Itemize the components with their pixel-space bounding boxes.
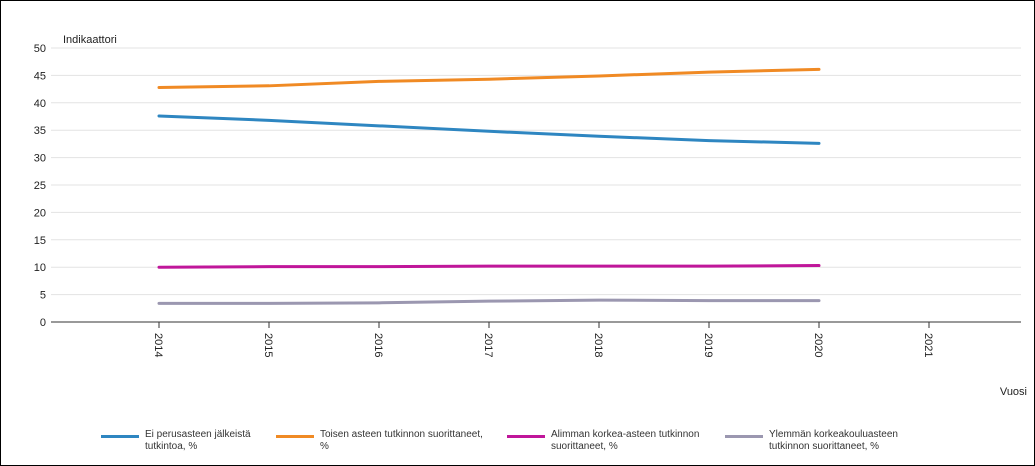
legend-item: Ylemmän korkeakouluasteen tutkinnon suor…: [725, 429, 898, 453]
x-tick-label: 2014: [152, 333, 164, 357]
legend-swatch: [101, 435, 139, 438]
x-tick-label: 2019: [702, 333, 714, 357]
legend-label: Ei perusasteen jälkeistä tutkintoa, %: [145, 429, 251, 452]
x-tick-label: 2020: [812, 333, 824, 357]
y-tick-label: 5: [40, 290, 46, 302]
y-tick-label: 0: [40, 317, 46, 329]
series-line: [157, 67, 821, 89]
y-tick-label: 25: [34, 180, 46, 192]
legend-item: Toisen asteen tutkinnon suorittaneet, %: [276, 429, 483, 453]
legend-item: Alimman korkea-asteen tutkinnon suoritta…: [507, 429, 699, 453]
gridlines: [51, 47, 1021, 296]
y-tick-label: 20: [34, 207, 46, 219]
y-tick-label: 35: [34, 125, 46, 137]
legend-label: Ylemmän korkeakouluasteen tutkinnon suor…: [769, 429, 898, 452]
x-tick-label: 2018: [592, 333, 604, 357]
y-tick-label: 50: [34, 43, 46, 55]
y-axis-label: Indikaattori: [63, 34, 117, 46]
legend-item: Ei perusasteen jälkeistä tutkintoa, %: [101, 429, 251, 453]
x-tick-label: 2017: [482, 333, 494, 357]
y-tick-label: 40: [34, 98, 46, 110]
legend-swatch: [276, 435, 314, 438]
legend-swatch: [507, 435, 545, 438]
series-line: [157, 264, 821, 269]
x-axis-label: Vuosi: [1000, 386, 1027, 398]
y-tick-label: 10: [34, 262, 46, 274]
x-tick-label: 2015: [262, 333, 274, 357]
y-tick-label: 45: [34, 70, 46, 82]
y-tick-label: 15: [34, 235, 46, 247]
series-lines: [157, 67, 821, 305]
legend-label: Toisen asteen tutkinnon suorittaneet, %: [320, 429, 483, 452]
series-line: [157, 114, 821, 145]
series-line: [157, 298, 821, 305]
legend-swatch: [725, 435, 763, 438]
legend-label: Alimman korkea-asteen tutkinnon suoritta…: [551, 429, 700, 452]
x-tick-label: 2016: [372, 333, 384, 357]
y-tick-label: 30: [34, 153, 46, 165]
x-tick-label: 2021: [922, 333, 934, 357]
legend: Ei perusasteen jälkeistä tutkintoa, % To…: [101, 429, 1021, 461]
axes: 0 5 10 15 20 25 30 35 40 45 50 2014 2015 2016 2017 2018…: [34, 43, 1021, 357]
